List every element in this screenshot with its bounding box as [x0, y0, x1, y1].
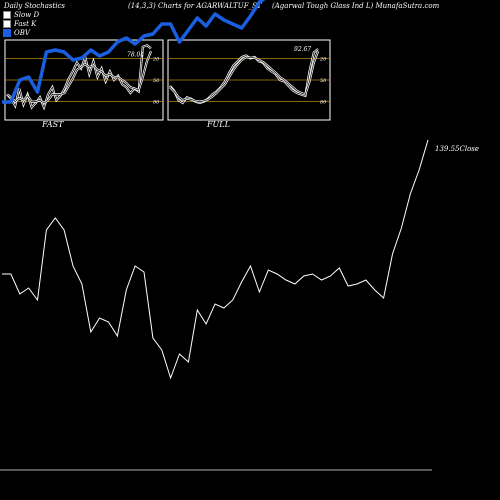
chart-params-title: (14,3,3) Charts for AGARWALTUF_ST — [128, 2, 262, 10]
fast-last-value-label: 78.04 — [127, 51, 144, 58]
close-value-label: 139.55Close — [435, 145, 479, 153]
fast-tick-80: 20 — [152, 56, 160, 62]
full-panel-label: FULL — [207, 120, 230, 129]
legend-label-obv: OBV — [14, 29, 30, 37]
full-tick-80: 20 — [319, 56, 327, 62]
legend-obv: OBV — [3, 29, 30, 37]
full-tick-50: 50 — [320, 78, 327, 84]
full-slow-d-line — [169, 51, 319, 102]
fast-slow-d-line — [6, 51, 152, 104]
legend-swatch-fast-k — [3, 20, 11, 28]
chart-type-title: Daily Stochastics — [4, 2, 66, 10]
fast-tick-20: 80 — [153, 100, 160, 106]
legend-fast-k: Fast K — [3, 20, 36, 28]
legend-swatch-slow-d — [3, 11, 11, 19]
close-line — [2, 139, 429, 380]
company-title: (Agarwal Tough Glass Ind L) MunafaSutra.… — [272, 2, 440, 10]
obv-line — [2, 0, 266, 104]
legend-swatch-obv — [3, 29, 11, 37]
full-tick-20: 80 — [320, 100, 327, 106]
fast-fast-k-line — [6, 45, 152, 109]
legend-slow-d: Slow D — [3, 11, 39, 19]
fast-panel-label: FAST — [42, 120, 64, 129]
legend-label-slow-d: Slow D — [14, 11, 40, 19]
full-last-value-label: 92.67 — [294, 46, 311, 53]
legend-label-fast-k: Fast K — [14, 20, 37, 28]
fast-tick-50: 50 — [153, 78, 160, 84]
